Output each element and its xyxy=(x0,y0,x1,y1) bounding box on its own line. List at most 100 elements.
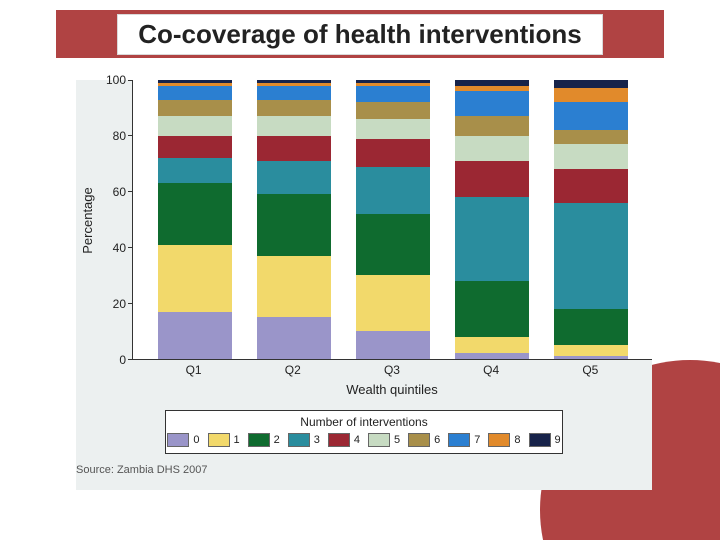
y-tick-mark xyxy=(128,303,133,304)
x-axis-label: Wealth quintiles xyxy=(132,382,652,402)
bar-segment xyxy=(554,80,628,88)
legend-label: 8 xyxy=(514,434,520,446)
legend-item: 8 xyxy=(488,433,520,447)
x-tick-label: Q4 xyxy=(454,360,528,382)
legend-swatch xyxy=(448,433,470,447)
bar-segment xyxy=(356,139,430,167)
bar-segment xyxy=(554,130,628,144)
bar-segment xyxy=(158,183,232,244)
bar-segment xyxy=(455,281,529,337)
legend-swatch xyxy=(488,433,510,447)
legend-item: 4 xyxy=(328,433,360,447)
bar-segment xyxy=(455,197,529,281)
legend-swatch xyxy=(288,433,310,447)
bar-segment xyxy=(455,337,529,354)
legend-swatch xyxy=(368,433,390,447)
legend-label: 4 xyxy=(354,434,360,446)
legend-label: 2 xyxy=(274,434,280,446)
bar-segment xyxy=(455,353,529,359)
bars-wrap xyxy=(133,80,652,359)
bar-Q1 xyxy=(158,80,232,359)
source-text: Source: Zambia DHS 2007 xyxy=(76,464,652,476)
bar-segment xyxy=(158,158,232,183)
bar-segment xyxy=(356,102,430,119)
x-tick-label: Q5 xyxy=(553,360,627,382)
bar-segment xyxy=(356,167,430,214)
x-tick-label: Q3 xyxy=(355,360,429,382)
bar-segment xyxy=(554,345,628,356)
bar-Q2 xyxy=(257,80,331,359)
bar-segment xyxy=(356,119,430,139)
bar-Q4 xyxy=(455,80,529,359)
y-tick-label: 0 xyxy=(119,353,126,367)
y-tick-label: 60 xyxy=(113,185,126,199)
y-tick-mark xyxy=(128,247,133,248)
bar-segment xyxy=(158,116,232,136)
bar-segment xyxy=(257,256,331,317)
legend-swatch xyxy=(328,433,350,447)
bar-segment xyxy=(554,144,628,169)
bar-segment xyxy=(257,317,331,359)
bar-segment xyxy=(554,88,628,102)
bar-segment xyxy=(554,203,628,309)
bar-segment xyxy=(257,100,331,117)
plot-row: Percentage 020406080100 xyxy=(76,80,652,360)
bar-segment xyxy=(554,102,628,130)
legend-item: 7 xyxy=(448,433,480,447)
legend-label: 0 xyxy=(193,434,199,446)
legend-item: 0 xyxy=(167,433,199,447)
bar-segment xyxy=(158,86,232,100)
legend-label: 5 xyxy=(394,434,400,446)
bar-segment xyxy=(554,356,628,359)
bar-segment xyxy=(257,161,331,194)
bar-segment xyxy=(356,86,430,103)
legend-label: 1 xyxy=(234,434,240,446)
y-ticks: 020406080100 xyxy=(98,80,132,360)
y-tick-mark xyxy=(128,135,133,136)
legend-label: 9 xyxy=(555,434,561,446)
y-tick-label: 20 xyxy=(113,297,126,311)
bar-segment xyxy=(257,116,331,136)
legend-item: 6 xyxy=(408,433,440,447)
bar-segment xyxy=(455,91,529,116)
bar-segment xyxy=(554,309,628,345)
figure-panel: Percentage 020406080100 Q1Q2Q3Q4Q5 Wealt… xyxy=(76,80,652,490)
y-tick-label: 80 xyxy=(113,129,126,143)
legend-label: 3 xyxy=(314,434,320,446)
y-tick-label: 40 xyxy=(113,241,126,255)
legend-item: 9 xyxy=(529,433,561,447)
x-tick-labels: Q1 Q2 Q3 Q4 Q5 xyxy=(132,360,652,382)
bar-segment xyxy=(554,169,628,202)
ylabel-col: Percentage xyxy=(76,80,98,360)
legend-swatch xyxy=(208,433,230,447)
bar-segment xyxy=(356,275,430,331)
bar-segment xyxy=(158,136,232,158)
bar-segment xyxy=(257,136,331,161)
x-tick-label: Q1 xyxy=(157,360,231,382)
title-band: Co-coverage of health interventions xyxy=(56,10,664,58)
y-tick-label: 100 xyxy=(106,73,126,87)
y-tick-mark xyxy=(128,80,133,81)
bar-Q5 xyxy=(554,80,628,359)
legend-item: 1 xyxy=(208,433,240,447)
bar-segment xyxy=(356,214,430,275)
legend-swatch xyxy=(248,433,270,447)
bar-segment xyxy=(455,161,529,197)
x-axis-row: Q1 Q2 Q3 Q4 Q5 xyxy=(76,360,652,382)
y-tick-mark xyxy=(128,359,133,360)
x-tick-label: Q2 xyxy=(256,360,330,382)
bar-segment xyxy=(356,331,430,359)
bar-segment xyxy=(455,136,529,161)
bar-segment xyxy=(257,86,331,100)
x-label-row: Wealth quintiles xyxy=(76,382,652,402)
legend-items: 0123456789 xyxy=(174,433,554,447)
legend: Number of interventions 0123456789 xyxy=(165,410,563,454)
legend-swatch xyxy=(408,433,430,447)
page-title: Co-coverage of health interventions xyxy=(117,14,603,55)
bar-segment xyxy=(455,116,529,136)
plot-area xyxy=(132,80,652,360)
bar-segment xyxy=(158,100,232,117)
y-axis-label: Percentage xyxy=(80,187,95,254)
bar-segment xyxy=(158,312,232,359)
legend-item: 5 xyxy=(368,433,400,447)
